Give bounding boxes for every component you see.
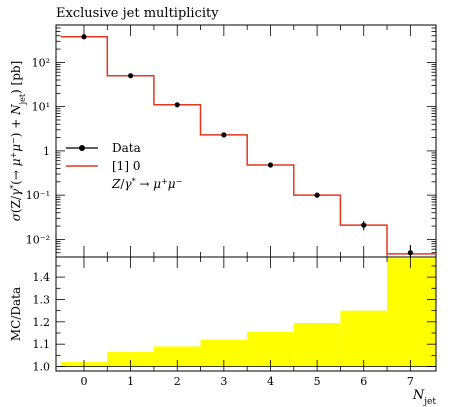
data-point bbox=[81, 34, 87, 40]
x-tick-label: 0 bbox=[80, 375, 87, 388]
ratio-panel-ticks bbox=[56, 257, 436, 371]
x-tick-label: 1 bbox=[127, 375, 134, 388]
data-point bbox=[267, 162, 274, 168]
main-panel-ticks bbox=[56, 24, 436, 258]
x-axis-label: Njet bbox=[412, 388, 436, 407]
main-y-axis-label: σ(Z/γ*(→ μ+μ−) + Njet) [pb] bbox=[9, 61, 27, 222]
ratio-y-tick-label: 1.0 bbox=[33, 361, 51, 374]
ratio-y-tick-label: 1.4 bbox=[33, 271, 51, 284]
main-plot-area bbox=[60, 34, 436, 257]
main-y-tick-label: 10¹ bbox=[32, 101, 50, 114]
ratio-band-bin bbox=[387, 258, 436, 367]
legend-entry-data: Data bbox=[66, 141, 141, 155]
data-point bbox=[314, 192, 320, 198]
chart-title: Exclusive jet multiplicity bbox=[56, 6, 219, 21]
legend-entry-mc: [1] 0 bbox=[66, 159, 140, 173]
x-tick-label: 4 bbox=[267, 375, 274, 388]
ratio-y-axis-label: MC/Data bbox=[9, 287, 23, 341]
ratio-band-bin bbox=[293, 322, 341, 367]
legend-data-marker bbox=[79, 145, 85, 151]
x-tick-label: 5 bbox=[314, 375, 321, 388]
x-tick-label: 6 bbox=[360, 375, 367, 388]
main-y-tick-label: 10⁻¹ bbox=[26, 189, 50, 202]
ratio-panel-frame bbox=[55, 256, 437, 372]
legend-data-label: Data bbox=[112, 141, 141, 155]
data-point bbox=[128, 73, 134, 79]
ratio-band-bin bbox=[153, 346, 201, 367]
data-point bbox=[221, 132, 227, 138]
legend-mc-label: [1] 0 bbox=[112, 159, 140, 173]
data-point bbox=[361, 222, 367, 228]
ratio-y-tick-label: 1.3 bbox=[33, 293, 51, 306]
x-tick-label: 7 bbox=[407, 375, 414, 388]
data-point bbox=[407, 250, 413, 256]
ratio-band-bin bbox=[340, 310, 388, 367]
main-y-tick-label: 10² bbox=[32, 56, 50, 69]
legend-process-label: Z/γ* → μ+μ− bbox=[111, 177, 182, 192]
data-point bbox=[174, 102, 180, 108]
ratio-y-tick-label: 1.1 bbox=[33, 338, 51, 351]
ratio-band-bin bbox=[107, 352, 154, 367]
x-tick-labels: 0 1 2 3 4 5 6 7 bbox=[80, 375, 413, 388]
x-tick-label: 2 bbox=[174, 375, 181, 388]
main-y-tick-labels: 10² 10¹ 1 10⁻¹ 10⁻² bbox=[26, 56, 50, 246]
x-tick-label: 3 bbox=[220, 375, 227, 388]
main-y-tick-label: 10⁻² bbox=[26, 233, 50, 246]
ratio-y-tick-label: 1.2 bbox=[33, 316, 51, 329]
ratio-plot-area bbox=[56, 258, 436, 367]
legend: Data [1] 0 Z/γ* → μ+μ− bbox=[66, 141, 182, 191]
main-y-tick-label: 1 bbox=[43, 145, 50, 158]
ratio-y-tick-labels: 1.0 1.1 1.2 1.3 1.4 bbox=[33, 271, 51, 373]
